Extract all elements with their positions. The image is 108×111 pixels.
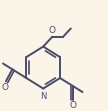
Text: O: O xyxy=(70,101,77,110)
Text: N: N xyxy=(40,92,47,101)
Text: O: O xyxy=(48,26,55,35)
Text: O: O xyxy=(2,83,9,92)
